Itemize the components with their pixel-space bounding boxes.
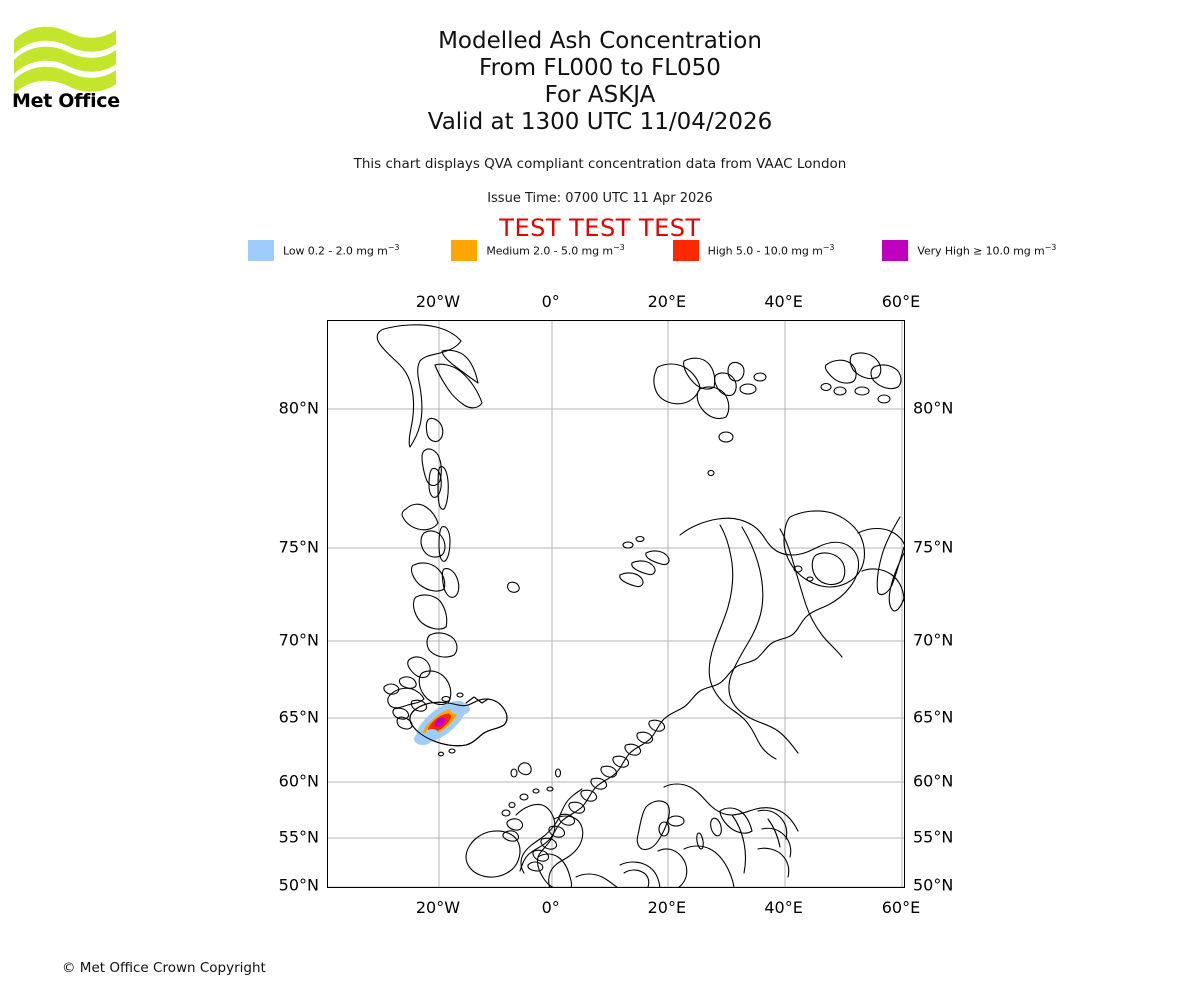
legend-label-high: High 5.0 - 10.0 mg m−3 <box>707 242 835 258</box>
legend-low: Low 0.2 - 2.0 mg m−3 <box>248 239 400 261</box>
lat-tick-left-6: 50°N <box>278 875 319 895</box>
lat-tick-left-3: 65°N <box>278 707 319 727</box>
lat-tick-right-4: 60°N <box>913 771 954 791</box>
lon-tick-top-3: 40°E <box>764 292 803 311</box>
page-title: Modelled Ash Concentration <box>438 28 762 54</box>
lat-tick-right-5: 55°N <box>913 827 954 847</box>
issue-time: Issue Time: 0700 UTC 11 Apr 2026 <box>487 191 713 206</box>
legend-medium: Medium 2.0 - 5.0 mg m−3 <box>451 239 625 261</box>
lat-tick-left-4: 60°N <box>278 771 319 791</box>
legend-label-medium: Medium 2.0 - 5.0 mg m−3 <box>486 242 625 258</box>
legend-swatch-low <box>248 239 274 261</box>
legend-swatch-very-high <box>882 239 909 261</box>
chart-title-block: Modelled Ash Concentration From FL000 to… <box>0 28 1200 136</box>
lat-tick-left-0: 80°N <box>278 398 319 418</box>
lon-tick-bot-1: 0° <box>541 898 560 917</box>
lat-tick-left-5: 55°N <box>278 827 319 847</box>
legend-label-very-high: Very High ≥ 10.0 mg m−3 <box>917 242 1057 258</box>
lon-tick-top-0: 20°W <box>415 292 461 311</box>
lat-tick-left-2: 70°N <box>278 630 319 650</box>
latitude-axis-left: 80°N 75°N 70°N 65°N 60°N 55°N 50°N <box>251 320 319 895</box>
legend-swatch-high <box>672 239 699 261</box>
legend-high: High 5.0 - 10.0 mg m−3 <box>672 239 835 261</box>
lat-tick-right-3: 65°N <box>913 707 954 727</box>
concentration-legend: Low 0.2 - 2.0 mg m−3 Medium 2.0 - 5.0 mg… <box>248 239 1056 261</box>
met-office-logo-text: Met Office <box>12 90 120 112</box>
test-banner: TEST TEST TEST <box>499 214 701 242</box>
plume-band-very-high <box>434 717 446 727</box>
map-container[interactable]: 20°W 0° 20°E 40°E 60°E 20°W 0° 20°E 40°E… <box>279 292 954 917</box>
map-gridlines <box>328 321 904 887</box>
lon-tick-bot-3: 40°E <box>764 898 803 917</box>
legend-label-low: Low 0.2 - 2.0 mg m−3 <box>283 242 400 258</box>
met-office-logo <box>12 22 122 112</box>
latitude-axis-right: 80°N 75°N 70°N 65°N 60°N 55°N 50°N <box>913 320 981 895</box>
longitude-axis-bottom: 20°W 0° 20°E 40°E 60°E <box>327 894 920 920</box>
lon-tick-bot-0: 20°W <box>415 898 461 917</box>
title-volcano: For ASKJA <box>544 82 656 108</box>
legend-swatch-medium <box>451 239 478 261</box>
lat-tick-left-1: 75°N <box>278 537 319 557</box>
lon-tick-bot-2: 20°E <box>647 898 687 917</box>
legend-very-high: Very High ≥ 10.0 mg m−3 <box>882 239 1057 261</box>
lat-tick-right-6: 50°N <box>913 875 954 895</box>
lon-tick-top-4: 60°E <box>881 292 921 311</box>
longitude-axis-top: 20°W 0° 20°E 40°E 60°E <box>327 290 920 316</box>
copyright-notice: © Met Office Crown Copyright <box>62 960 266 976</box>
lon-tick-bot-4: 60°E <box>881 898 921 917</box>
lat-tick-right-0: 80°N <box>913 398 954 418</box>
lat-tick-right-1: 75°N <box>913 537 954 557</box>
chart-subtitle: This chart displays QVA compliant concen… <box>353 156 847 172</box>
iceland-coast-overlay <box>409 696 508 747</box>
lat-tick-right-2: 70°N <box>913 630 954 650</box>
lon-tick-top-2: 20°E <box>647 292 687 311</box>
map-coastlines <box>376 324 904 887</box>
title-flight-levels: From FL000 to FL050 <box>479 55 721 81</box>
map-plot-area[interactable] <box>327 320 905 888</box>
lon-tick-top-1: 0° <box>541 292 560 311</box>
title-valid-time: Valid at 1300 UTC 11/04/2026 <box>427 109 773 135</box>
